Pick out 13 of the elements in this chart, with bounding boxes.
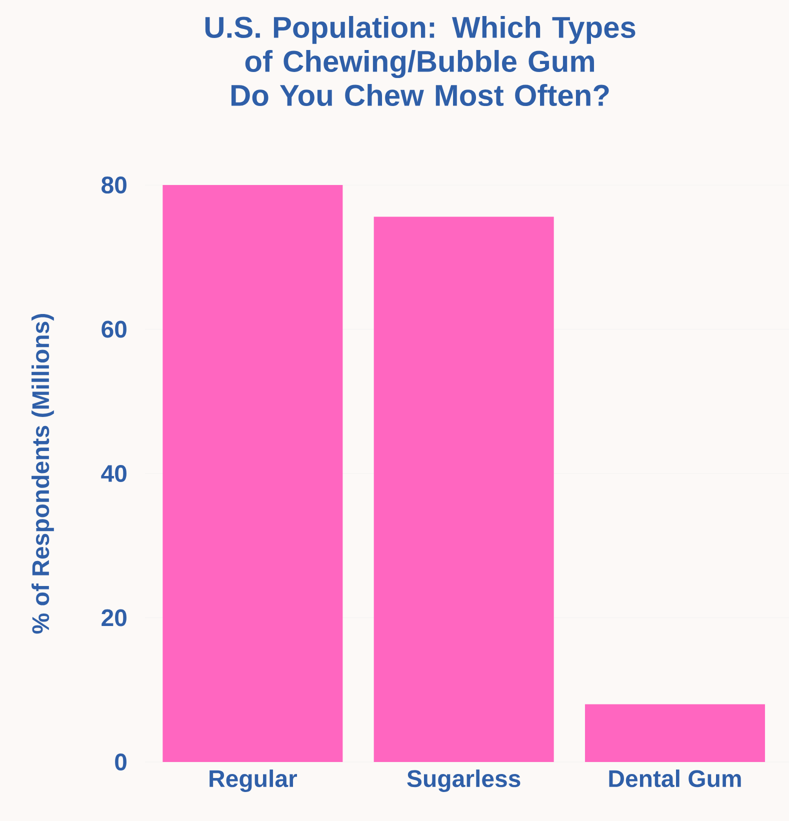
y-axis-title: % of Respondents (Millions) bbox=[32, 314, 54, 634]
bar bbox=[162, 185, 343, 762]
y-tick-label: 20 bbox=[102, 609, 126, 626]
y-tick-label: 60 bbox=[102, 320, 126, 338]
x-tick-label: Dental Gum bbox=[609, 770, 741, 788]
y-tick-label: 80 bbox=[102, 176, 126, 194]
bar bbox=[584, 704, 765, 762]
bar bbox=[374, 216, 554, 762]
x-tick-label: Sugarless bbox=[407, 770, 520, 792]
y-tick-label: 0 bbox=[115, 754, 126, 770]
chart-title: U.S. Population: Which Types of Chewing/Bubble Gum Do You Chew Most Often? bbox=[205, 16, 636, 106]
y-tick-label: 40 bbox=[101, 465, 126, 482]
x-tick-label: Regular bbox=[210, 770, 297, 792]
